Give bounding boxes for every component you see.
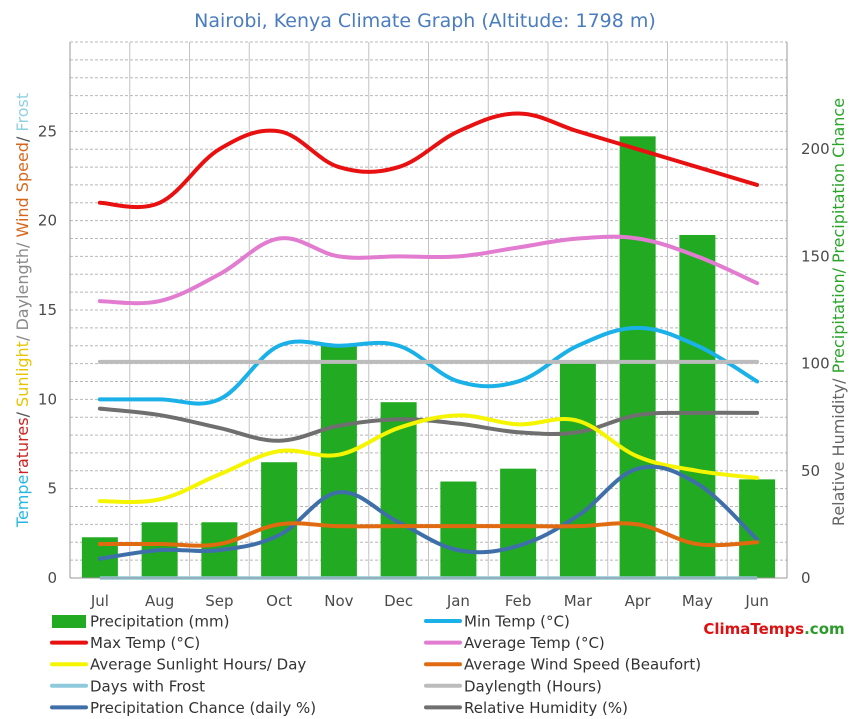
left-axis-label: Temperatures/ Sunlight/ Daylength/ Wind … <box>13 93 32 528</box>
precipitation-bar-nov <box>320 344 357 578</box>
series-precipitation-chance-daily <box>97 464 760 561</box>
right-tick-label: 100 <box>801 355 830 373</box>
series-min-temp-c <box>97 325 760 406</box>
x-tick-label-feb: Feb <box>505 592 532 610</box>
precipitation-bar-feb <box>500 468 537 578</box>
x-tick-label-apr: Apr <box>625 592 652 610</box>
precipitation-bar-apr <box>619 136 656 578</box>
precipitation-bar-mar <box>559 363 596 578</box>
left-tick-label: 15 <box>38 301 57 319</box>
precipitation-bars <box>81 136 776 578</box>
legend-swatch-precipitation-mm <box>52 615 86 628</box>
x-tick-label-jun: Jun <box>744 592 768 610</box>
right-axis-label: Relative Humidity/ Precipitation/ Precip… <box>829 98 848 526</box>
x-tick-label-may: May <box>682 592 713 610</box>
precipitation-bar-oct <box>261 462 298 578</box>
precipitation-bar-jan <box>440 481 477 578</box>
left-tick-label: 10 <box>38 390 57 408</box>
legend-label-average-wind-speed-beaufort: Average Wind Speed (Beaufort) <box>464 656 701 674</box>
right-axis-title: Relative Humidity/ Precipitation/ Precip… <box>829 98 848 526</box>
series-max-temp-c <box>97 111 760 210</box>
x-tick-label-sep: Sep <box>205 592 233 610</box>
precipitation-bar-may <box>679 234 716 578</box>
x-tick-label-nov: Nov <box>324 592 353 610</box>
axes: 0 5 10 15 20 25 0 50 100 150 200 Jul Aug Sep Oct Nov Dec… <box>38 42 830 610</box>
legend-label-min-temp-c: Min Temp (°C) <box>464 613 570 631</box>
x-tick-label-jul: Jul <box>90 592 109 610</box>
right-tick-label: 0 <box>801 569 811 587</box>
legend-label-average-sunlight-hours-day: Average Sunlight Hours/ Day <box>90 656 306 674</box>
legend-label-precipitation-chance-daily: Precipitation Chance (daily %) <box>90 699 316 717</box>
legend: Precipitation (mm) Min Temp (°C) Max Temp … <box>50 613 701 717</box>
series-average-temp-c <box>97 234 760 306</box>
chart-title: Nairobi, Kenya Climate Graph (Altitude: … <box>194 10 656 32</box>
legend-label-relative-humidity: Relative Humidity (%) <box>464 699 628 717</box>
left-tick-label: 20 <box>38 212 57 230</box>
x-tick-label-dec: Dec <box>384 592 413 610</box>
right-tick-label: 150 <box>801 247 830 265</box>
legend-label-days-with-frost: Days with Frost <box>90 677 205 695</box>
series-average-sunlight-hours-day <box>97 413 760 504</box>
legend-label-precipitation-mm: Precipitation (mm) <box>90 613 229 631</box>
series-average-wind-speed-beaufort <box>97 521 760 548</box>
x-tick-label-aug: Aug <box>145 592 174 610</box>
legend-label-average-temp-c: Average Temp (°C) <box>464 634 605 652</box>
left-tick-label: 25 <box>38 122 57 140</box>
right-tick-label: 200 <box>801 140 830 158</box>
left-tick-label: 5 <box>47 480 57 498</box>
left-axis-title: Temperatures/ Sunlight/ Daylength/ Wind … <box>13 93 32 528</box>
site-watermark[interactable]: ClimaTemps.com <box>703 620 844 638</box>
x-tick-label-jan: Jan <box>446 592 470 610</box>
x-tick-label-mar: Mar <box>564 592 593 610</box>
legend-label-max-temp-c: Max Temp (°C) <box>90 634 200 652</box>
legend-label-daylength-hours: Daylength (Hours) <box>464 677 602 695</box>
left-tick-label: 0 <box>47 569 57 587</box>
right-tick-label: 50 <box>801 462 820 480</box>
x-tick-label-oct: Oct <box>266 592 292 610</box>
